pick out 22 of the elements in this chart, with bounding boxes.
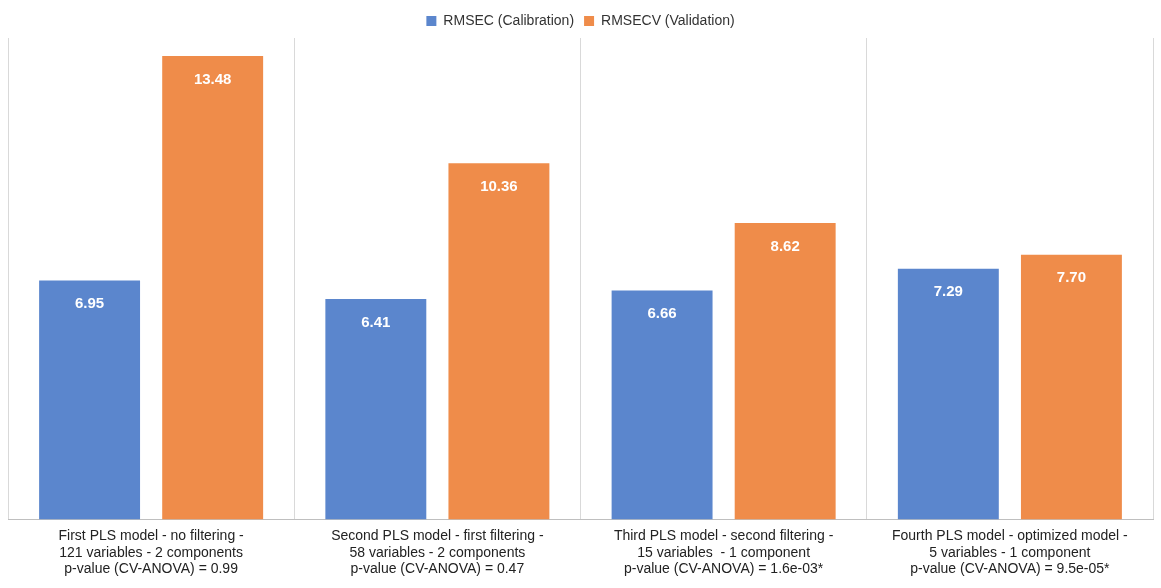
- bar: [162, 55, 264, 520]
- x-tick-label: Third PLS model - second filtering - 15 variables - 1 component p-value (CV-ANOVA) = 1.6e-03*: [613, 526, 834, 577]
- bar: [897, 268, 999, 520]
- legend-label: RMSEC (Calibration): [443, 11, 575, 28]
- data-label: 8.62: [770, 236, 800, 254]
- data-label: 6.66: [647, 304, 677, 322]
- bar: [734, 223, 836, 520]
- x-tick-label: First PLS model - no filtering - 121 variables - 2 components p-value (CV-ANOVA) = 0.99: [58, 526, 245, 577]
- bar: [325, 299, 427, 520]
- data-label: 13.48: [193, 69, 232, 87]
- data-label: 6.95: [74, 294, 105, 312]
- bar: [611, 290, 713, 520]
- data-label: 7.70: [1056, 268, 1087, 286]
- data-label: 10.36: [480, 176, 518, 194]
- bar: [39, 280, 141, 520]
- data-label: 7.29: [933, 282, 963, 300]
- x-tick-label: Second PLS model - first filtering - 58 variables - 2 components p-value (CV-ANOVA) = 0.47: [331, 526, 544, 577]
- bar: [448, 163, 550, 520]
- legend-label: RMSECV (Validation): [601, 11, 735, 28]
- x-tick-label: Fourth PLS model - optimized model - 5 variables - 1 component p-value (CV-ANOVA) = 9.5e-05*: [891, 526, 1129, 577]
- data-label: 6.41: [361, 312, 391, 330]
- bar: [1020, 254, 1122, 520]
